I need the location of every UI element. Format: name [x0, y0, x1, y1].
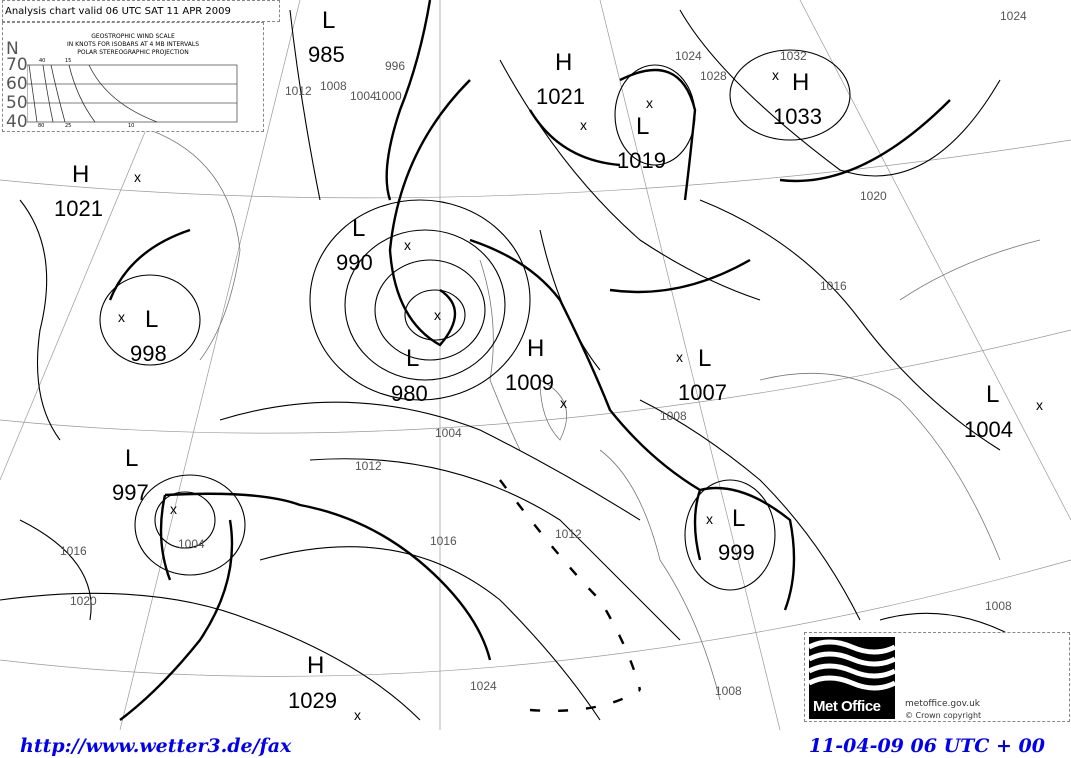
svg-text:1032: 1032	[780, 49, 807, 63]
svg-text:L: L	[732, 505, 745, 532]
svg-text:985: 985	[308, 42, 345, 67]
lat-label: 70	[6, 55, 28, 75]
svg-text:x: x	[676, 349, 683, 365]
svg-text:1024: 1024	[470, 679, 497, 693]
scale-label: 10	[128, 123, 135, 129]
website: metoffice.gov.uk	[905, 699, 981, 709]
isobar-labels: 1024 996 1000 1004 1008 1012 1016 1020 1…	[60, 9, 1027, 698]
pressure-centres: L 985 H 1021 L 1019 H 1033 H 1021 L 990 L 998 L…	[54, 7, 1013, 713]
svg-text:1020: 1020	[860, 189, 887, 203]
met-office-logo: Met Office	[807, 637, 897, 719]
svg-text:1021: 1021	[536, 84, 585, 109]
svg-text:L: L	[986, 381, 999, 408]
svg-text:H: H	[72, 161, 89, 188]
lat-label: 60	[6, 74, 28, 94]
scale-label: 25	[65, 123, 72, 129]
svg-text:1033: 1033	[773, 104, 822, 129]
svg-text:1024: 1024	[1000, 9, 1027, 23]
svg-text:x: x	[580, 117, 587, 133]
svg-text:1016: 1016	[820, 279, 847, 293]
svg-text:1012: 1012	[285, 84, 312, 98]
svg-text:1012: 1012	[555, 527, 582, 541]
source-url[interactable]: http://www.wetter3.de/fax	[20, 735, 292, 757]
synoptic-chart: 1024 996 1000 1004 1008 1012 1016 1020 1…	[0, 0, 1071, 730]
svg-text:998: 998	[130, 341, 167, 366]
svg-text:L: L	[406, 345, 419, 372]
svg-text:1007: 1007	[678, 380, 727, 405]
svg-text:1008: 1008	[985, 599, 1012, 613]
svg-text:1019: 1019	[617, 148, 666, 173]
svg-text:x: x	[646, 95, 653, 111]
svg-text:1016: 1016	[430, 534, 457, 548]
svg-text:x: x	[354, 707, 361, 723]
svg-text:1004: 1004	[178, 537, 205, 551]
lat-label: 40	[6, 112, 28, 132]
svg-text:1008: 1008	[320, 79, 347, 93]
svg-text:x: x	[772, 67, 779, 83]
centre-markers: x x x x x x x x x x x x x	[118, 67, 1043, 723]
svg-text:x: x	[170, 501, 177, 517]
copyright: © Crown copyright	[905, 711, 982, 720]
svg-text:H: H	[555, 49, 572, 76]
coastlines	[19, 106, 1041, 701]
svg-text:x: x	[560, 395, 567, 411]
waves-icon	[807, 639, 897, 691]
svg-text:996: 996	[385, 59, 405, 73]
svg-text:1029: 1029	[288, 688, 337, 713]
svg-text:x: x	[404, 237, 411, 253]
lat-lon-grid	[0, 0, 1071, 730]
wind-scale-projection: POLAR STEREOGRAPHIC PROJECTION	[77, 49, 189, 56]
north-label: N	[6, 39, 19, 59]
svg-text:L: L	[352, 215, 365, 242]
svg-text:1021: 1021	[54, 196, 103, 221]
scale-label: 40	[39, 58, 46, 64]
wind-scale-title: GEOSTROPHIC WIND SCALE	[91, 33, 175, 40]
valid-time: 11-04-09 06 UTC + 00	[808, 735, 1045, 757]
svg-text:1004: 1004	[964, 417, 1013, 442]
geostrophic-wind-scale: GEOSTROPHIC WIND SCALE IN KNOTS FOR ISOB…	[2, 22, 264, 132]
wind-scale-subtitle: IN KNOTS FOR ISOBARS AT 4 MB INTERVALS	[66, 41, 199, 48]
logo-text: Met Office	[813, 698, 881, 715]
svg-text:1000: 1000	[375, 89, 402, 103]
svg-text:L: L	[636, 113, 649, 140]
svg-text:x: x	[434, 307, 441, 323]
svg-text:1016: 1016	[60, 544, 87, 558]
svg-text:1008: 1008	[715, 684, 742, 698]
svg-text:1004: 1004	[435, 426, 462, 440]
svg-text:H: H	[527, 335, 544, 362]
svg-text:990: 990	[336, 250, 373, 275]
fronts	[108, 0, 951, 721]
scale-label: 15	[65, 58, 72, 64]
svg-text:999: 999	[718, 540, 755, 565]
svg-text:1012: 1012	[355, 459, 382, 473]
svg-text:x: x	[1036, 397, 1043, 413]
chart-title: Analysis chart valid 06 UTC SAT 11 APR 2…	[2, 0, 280, 22]
met-office-credit: Met Office metoffice.gov.uk © Crown copy…	[804, 632, 1070, 722]
svg-text:L: L	[125, 445, 138, 472]
svg-text:L: L	[698, 345, 711, 372]
svg-text:1028: 1028	[700, 69, 727, 83]
svg-text:997: 997	[112, 480, 149, 505]
scale-label: 80	[38, 123, 45, 129]
svg-text:1024: 1024	[675, 49, 702, 63]
svg-text:L: L	[145, 306, 158, 333]
wind-scale-graph	[27, 64, 238, 123]
svg-text:1004: 1004	[350, 89, 377, 103]
svg-text:x: x	[118, 309, 125, 325]
svg-text:H: H	[792, 69, 809, 96]
svg-text:H: H	[307, 652, 324, 679]
svg-text:1009: 1009	[505, 370, 554, 395]
svg-text:980: 980	[391, 381, 428, 406]
svg-text:1020: 1020	[70, 594, 97, 608]
svg-text:x: x	[706, 511, 713, 527]
svg-text:x: x	[134, 169, 141, 185]
svg-text:1008: 1008	[660, 409, 687, 423]
lat-label: 50	[6, 93, 28, 113]
svg-text:L: L	[322, 7, 335, 34]
